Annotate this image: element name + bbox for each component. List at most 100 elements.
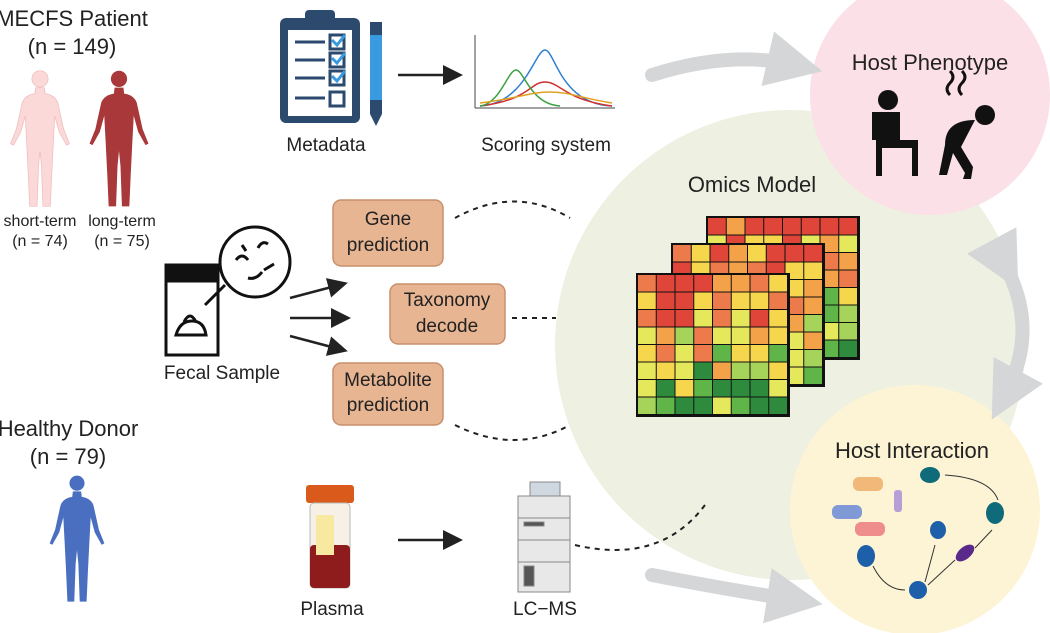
phenotype-icons-part xyxy=(975,105,995,125)
heatmap-part xyxy=(785,245,804,262)
lcms-icon-part xyxy=(529,481,561,497)
lcms-icon-part xyxy=(523,565,535,587)
heatmap-part xyxy=(694,292,712,309)
scoring-label: Scoring system xyxy=(481,135,611,156)
phenotype-icons-part xyxy=(872,112,918,176)
lcms-label: LC−MS xyxy=(513,599,577,620)
heatmap-part xyxy=(839,218,857,235)
heatmap-part xyxy=(769,380,787,397)
interaction-icons-part xyxy=(955,544,975,562)
prediction-label: prediction xyxy=(347,395,429,416)
interaction-icons-part xyxy=(986,502,1004,524)
dashed-links-part xyxy=(454,424,571,441)
prediction-label: Metabolite xyxy=(344,370,432,391)
flow-arrows xyxy=(645,31,1043,624)
heatmap-part xyxy=(839,340,857,357)
heatmap-part xyxy=(801,218,820,235)
heatmap-part xyxy=(750,380,769,397)
heatmap-part xyxy=(769,397,787,414)
flow-arrows-part xyxy=(645,568,823,624)
prediction-label: prediction xyxy=(347,235,429,256)
heatmap-part xyxy=(764,218,782,235)
flow-arrows-part xyxy=(967,227,1043,420)
interaction-icons-part xyxy=(909,581,927,599)
clipboard-icon-part xyxy=(330,34,347,84)
plasma-icon-part xyxy=(306,485,354,503)
heatmap-part xyxy=(694,345,712,362)
interaction-circle xyxy=(790,385,1040,633)
heatmap-part xyxy=(656,327,675,344)
clipboard-icon-part xyxy=(305,10,335,24)
heatmap-part xyxy=(638,397,656,414)
heatmap-part xyxy=(675,362,694,379)
heatmap-part xyxy=(750,292,769,309)
heatmap-part xyxy=(731,310,750,327)
heatmap-part xyxy=(750,275,769,292)
interaction-title: Host Interaction xyxy=(835,438,989,463)
heatmap-part xyxy=(675,327,694,344)
heatmap-part xyxy=(656,310,675,327)
prediction-label: Taxonomy xyxy=(404,290,491,311)
clipboard-icon-part-part xyxy=(330,34,347,48)
interaction-icons-part xyxy=(832,505,862,519)
prediction-label: decode xyxy=(416,316,478,337)
heatmap-part xyxy=(656,275,675,292)
heatmap-part xyxy=(804,332,822,349)
heatmap-part xyxy=(839,305,857,322)
plasma-icon-part xyxy=(316,515,334,555)
heatmap-part xyxy=(675,310,694,327)
heatmap-part xyxy=(729,245,747,262)
clipboard-icon-part-part xyxy=(328,90,346,108)
heatmap-part xyxy=(656,380,675,397)
heatmap-part xyxy=(820,218,839,235)
heatmap-part xyxy=(731,275,750,292)
heatmap-part xyxy=(731,397,750,414)
heatmap-part xyxy=(769,327,787,344)
lcms-icon-part xyxy=(523,521,545,527)
scoring-chart-part xyxy=(479,49,613,107)
heatmap-part xyxy=(804,297,822,314)
heatmap-part xyxy=(675,345,694,362)
lcms-icon-part xyxy=(517,517,571,541)
interaction-icons-part-part xyxy=(927,559,956,586)
heatmap-part xyxy=(839,235,857,252)
phenotype-icons-part xyxy=(878,90,898,110)
healthy-figure xyxy=(49,475,105,602)
clipboard-icon-part-part xyxy=(330,70,347,84)
heatmap-part xyxy=(656,345,675,362)
heatmap-part xyxy=(804,245,822,262)
heatmap-part xyxy=(731,292,750,309)
short-term-figure xyxy=(10,70,70,207)
heatmap-part xyxy=(731,362,750,379)
heatmap-part xyxy=(769,345,787,362)
heatmap-part xyxy=(656,362,675,379)
clipboard-icon-part xyxy=(295,33,346,108)
heatmap-part xyxy=(638,345,656,362)
heatmap-part xyxy=(694,310,712,327)
heatmap-part xyxy=(769,292,787,309)
lcms-icon-part xyxy=(517,539,571,563)
interaction-icons-part xyxy=(855,522,885,536)
interaction-icons-part-part xyxy=(974,529,993,549)
scoring-chart-part xyxy=(479,69,561,107)
fecal-icon-part xyxy=(174,314,208,337)
interaction-icons-part xyxy=(894,490,902,512)
clipboard-icon-part xyxy=(288,30,352,116)
patient-title: MECFS Patient xyxy=(0,6,148,31)
fecal-label: Fecal Sample xyxy=(164,363,280,384)
fecal-icon xyxy=(164,225,292,357)
heatmap-part xyxy=(713,362,731,379)
clipboard-icon-part-part xyxy=(328,69,346,87)
phenotype-icons-part xyxy=(939,120,975,179)
flow-arrows-part xyxy=(645,31,823,86)
long-term-figure xyxy=(89,70,149,207)
interaction-icons-part-part xyxy=(924,544,936,583)
heatmap-part xyxy=(804,315,822,332)
dashed-links xyxy=(454,200,706,551)
heatmap-part xyxy=(675,292,694,309)
heatmap-part xyxy=(638,310,656,327)
phenotype-icons xyxy=(872,69,995,179)
clipboard-icon-part-part xyxy=(328,51,346,69)
heatmap-part xyxy=(673,245,691,262)
